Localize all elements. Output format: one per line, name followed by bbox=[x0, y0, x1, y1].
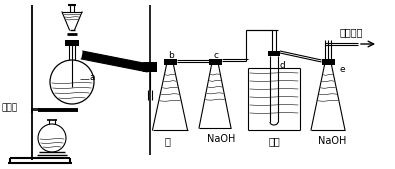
Bar bbox=[209, 59, 222, 65]
Text: NaOH: NaOH bbox=[318, 136, 346, 146]
Text: 碎瓷片: 碎瓷片 bbox=[2, 103, 18, 113]
Bar bbox=[164, 59, 177, 65]
Text: e: e bbox=[340, 66, 346, 75]
Text: d: d bbox=[280, 62, 286, 70]
Text: b: b bbox=[168, 52, 174, 61]
Bar bbox=[143, 62, 157, 72]
Text: 排出室外: 排出室外 bbox=[340, 27, 363, 37]
Polygon shape bbox=[81, 51, 149, 72]
Text: 水: 水 bbox=[164, 136, 170, 146]
Bar bbox=[268, 51, 280, 56]
Text: 冷水: 冷水 bbox=[268, 136, 280, 146]
Text: c: c bbox=[213, 52, 218, 61]
Bar bbox=[65, 40, 79, 46]
Text: a: a bbox=[90, 74, 96, 82]
Bar bbox=[322, 59, 335, 65]
Text: NaOH: NaOH bbox=[207, 134, 235, 144]
